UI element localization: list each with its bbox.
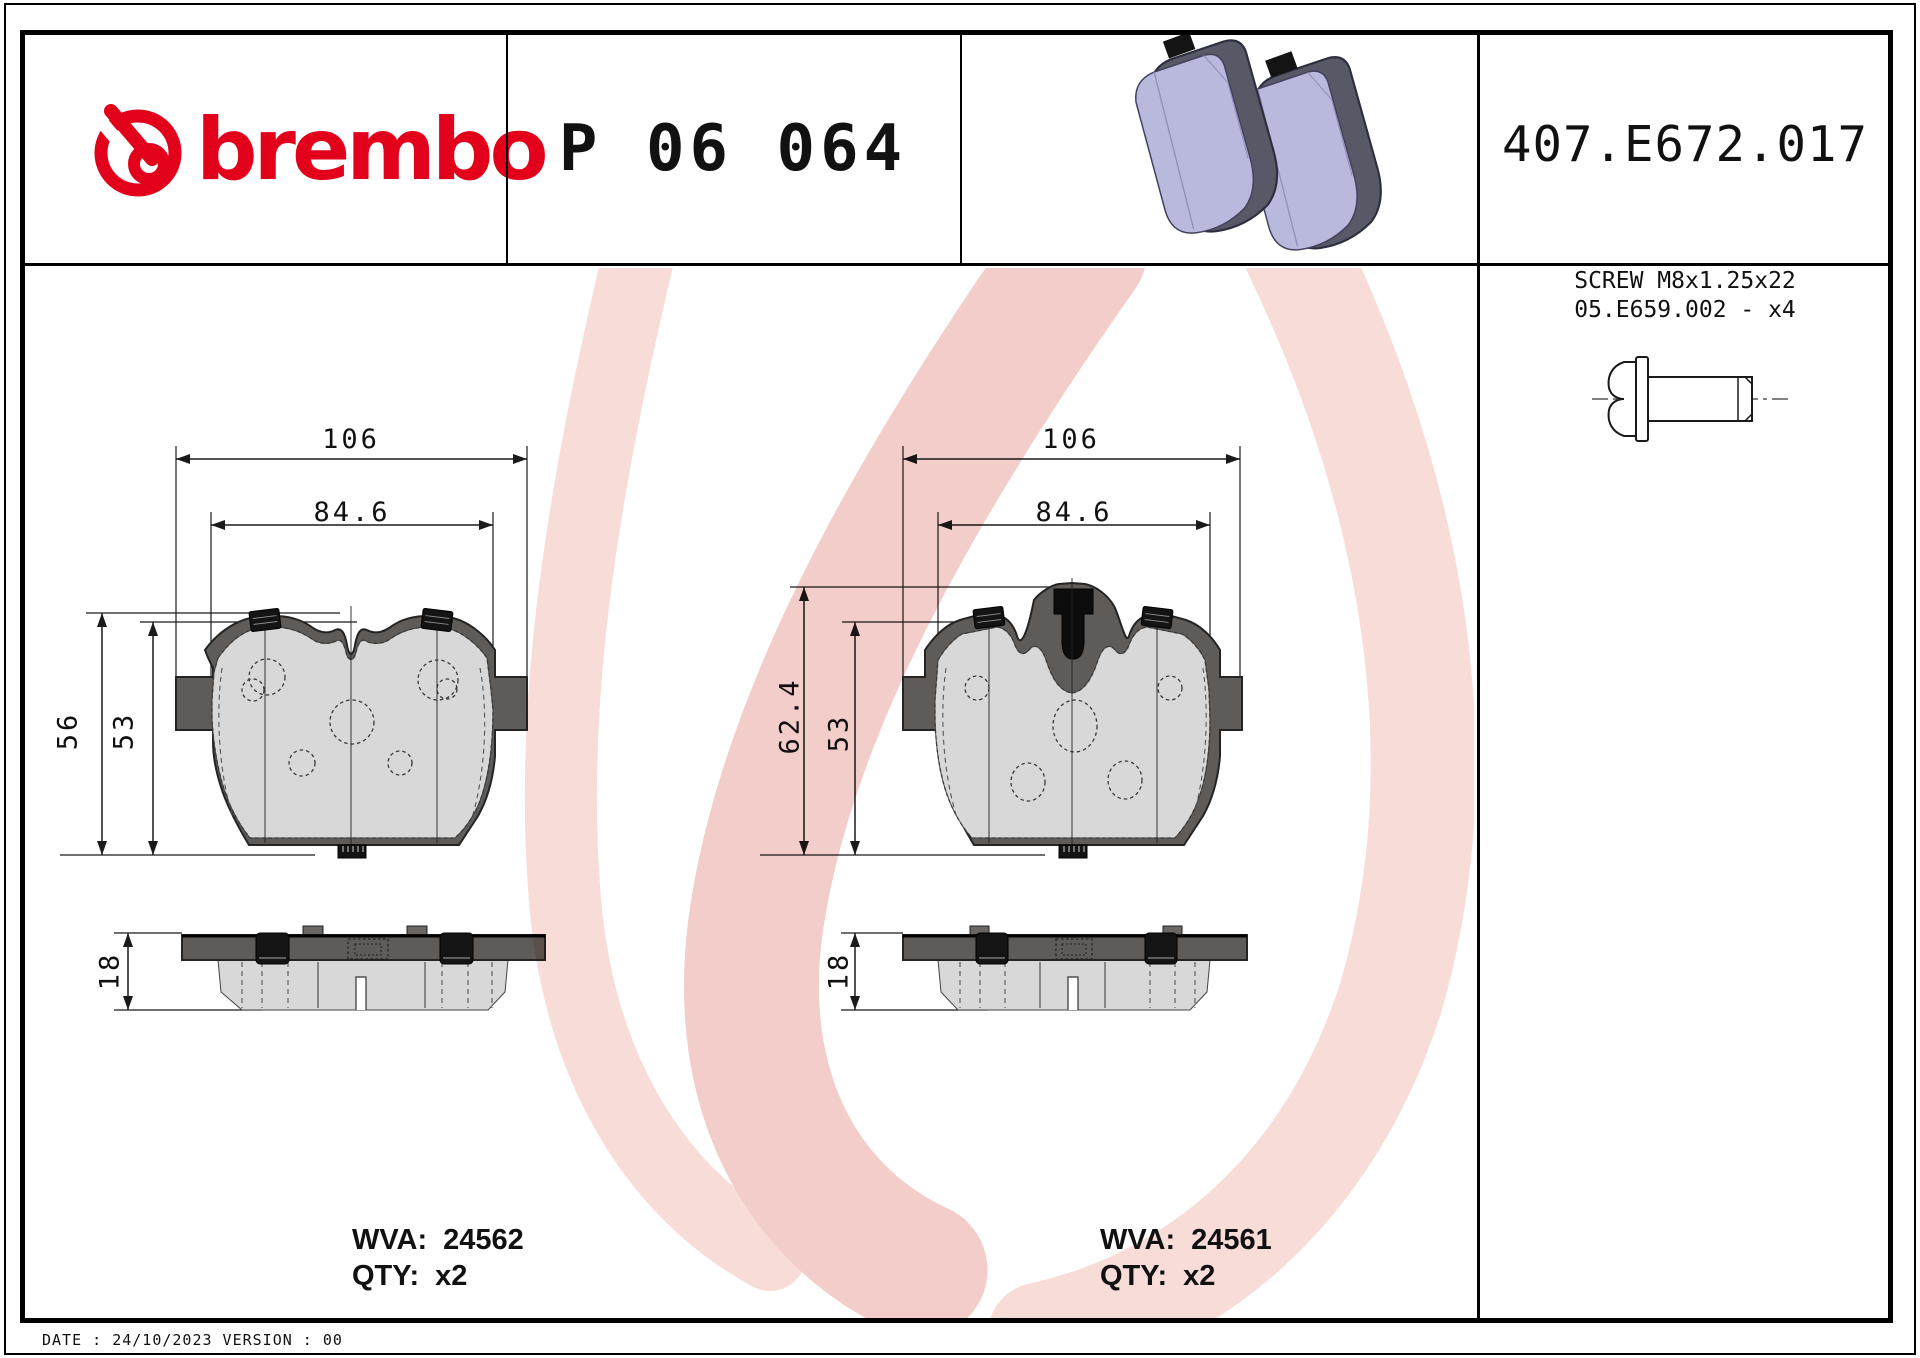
screw-spec-line: SCREW M8x1.25x22: [1574, 268, 1796, 294]
left-dim-pad-height: 53: [108, 711, 140, 751]
left-pad-side-view: [114, 925, 546, 1011]
header-divider-line: [20, 263, 1893, 266]
left-qty-row: QTY: x2: [352, 1258, 524, 1294]
right-dim-pad-width: 84.6: [1035, 497, 1113, 528]
left-qty-label: QTY:: [352, 1260, 420, 1292]
partnumber-cell-divider: [960, 30, 962, 263]
right-wva-label: WVA:: [1100, 1224, 1176, 1256]
part-number: P 06 064: [558, 112, 908, 186]
left-dim-thickness: 18: [94, 951, 126, 991]
right-dim-overall-width: 106: [1042, 424, 1100, 455]
right-column-divider: [1477, 30, 1480, 1323]
right-wva-block: WVA: 24561 QTY: x2: [1100, 1222, 1272, 1294]
brembo-logo-icon: [94, 104, 182, 197]
right-qty-value: x2: [1183, 1260, 1216, 1292]
left-dim-overall-height: 56: [52, 711, 84, 751]
left-pad-front-view: [60, 446, 528, 859]
screw-partnumber-line: 05.E659.002 - x4: [1574, 297, 1796, 323]
left-dim-pad-width: 84.6: [313, 497, 391, 528]
right-dim-pad-height: 53: [823, 713, 855, 753]
right-qty-row: QTY: x2: [1100, 1258, 1272, 1294]
brand-wordmark: brembo: [196, 100, 549, 200]
right-pad-front-view: [760, 446, 1243, 859]
right-dim-thickness: 18: [823, 951, 855, 991]
pad-3d-render: [1128, 32, 1393, 258]
date-version-line: DATE : 24/10/2023 VERSION : 00: [42, 1331, 343, 1349]
left-qty-value: x2: [435, 1260, 468, 1292]
left-dim-overall-width: 106: [322, 424, 380, 455]
right-wva-value: 24561: [1191, 1224, 1272, 1256]
right-pad-side-view: [841, 925, 1248, 1011]
right-dim-overall-height: 62.4: [774, 677, 806, 755]
left-wva-row: WVA: 24562: [352, 1222, 524, 1258]
right-wva-row: WVA: 24561: [1100, 1222, 1272, 1258]
reference-number: 407.E672.017: [1501, 116, 1868, 173]
right-qty-label: QTY:: [1100, 1260, 1168, 1292]
left-wva-label: WVA:: [352, 1224, 428, 1256]
logo-cell-divider: [506, 30, 508, 263]
left-wva-value: 24562: [443, 1224, 524, 1256]
left-wva-block: WVA: 24562 QTY: x2: [352, 1222, 524, 1294]
screw-drawing: [1592, 356, 1788, 442]
